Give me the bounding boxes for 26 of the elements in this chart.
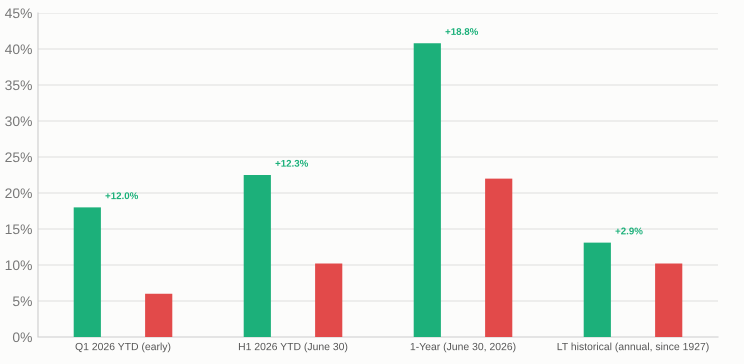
y-tick-label: 30%: [5, 116, 32, 126]
bar: [655, 264, 682, 337]
y-tick-label: 5%: [12, 296, 32, 306]
bar: [145, 294, 172, 337]
annotation: +2.9%: [615, 228, 643, 234]
y-tick-label: 10%: [6, 260, 32, 270]
bar: [244, 175, 271, 337]
x-tick-label: LT historical (annual, since 1927): [558, 342, 709, 352]
x-tick-label: 1-Year (June 30, 2026): [410, 342, 516, 352]
annotation: +12.0%: [105, 192, 138, 200]
x-tick-label: Q1 2026 YTD (early): [76, 342, 170, 352]
annotation: +12.3%: [275, 160, 308, 167]
y-tick-label: 0%: [12, 332, 32, 342]
y-tick-label: 40%: [4, 44, 32, 54]
bar: [584, 242, 611, 337]
bar: [315, 264, 342, 337]
y-tick-label: 45%: [4, 8, 32, 18]
y-tick-label: 20%: [5, 188, 32, 198]
bar: [74, 207, 101, 337]
x-tick-label: H1 2026 YTD (June 30): [238, 342, 348, 352]
bar: [485, 178, 512, 337]
y-tick-label: 35%: [5, 80, 32, 90]
bar: [414, 43, 441, 337]
y-tick-label: 15%: [6, 224, 32, 234]
y-tick-label: 25%: [5, 152, 32, 162]
annotation: +18.8%: [445, 28, 478, 35]
